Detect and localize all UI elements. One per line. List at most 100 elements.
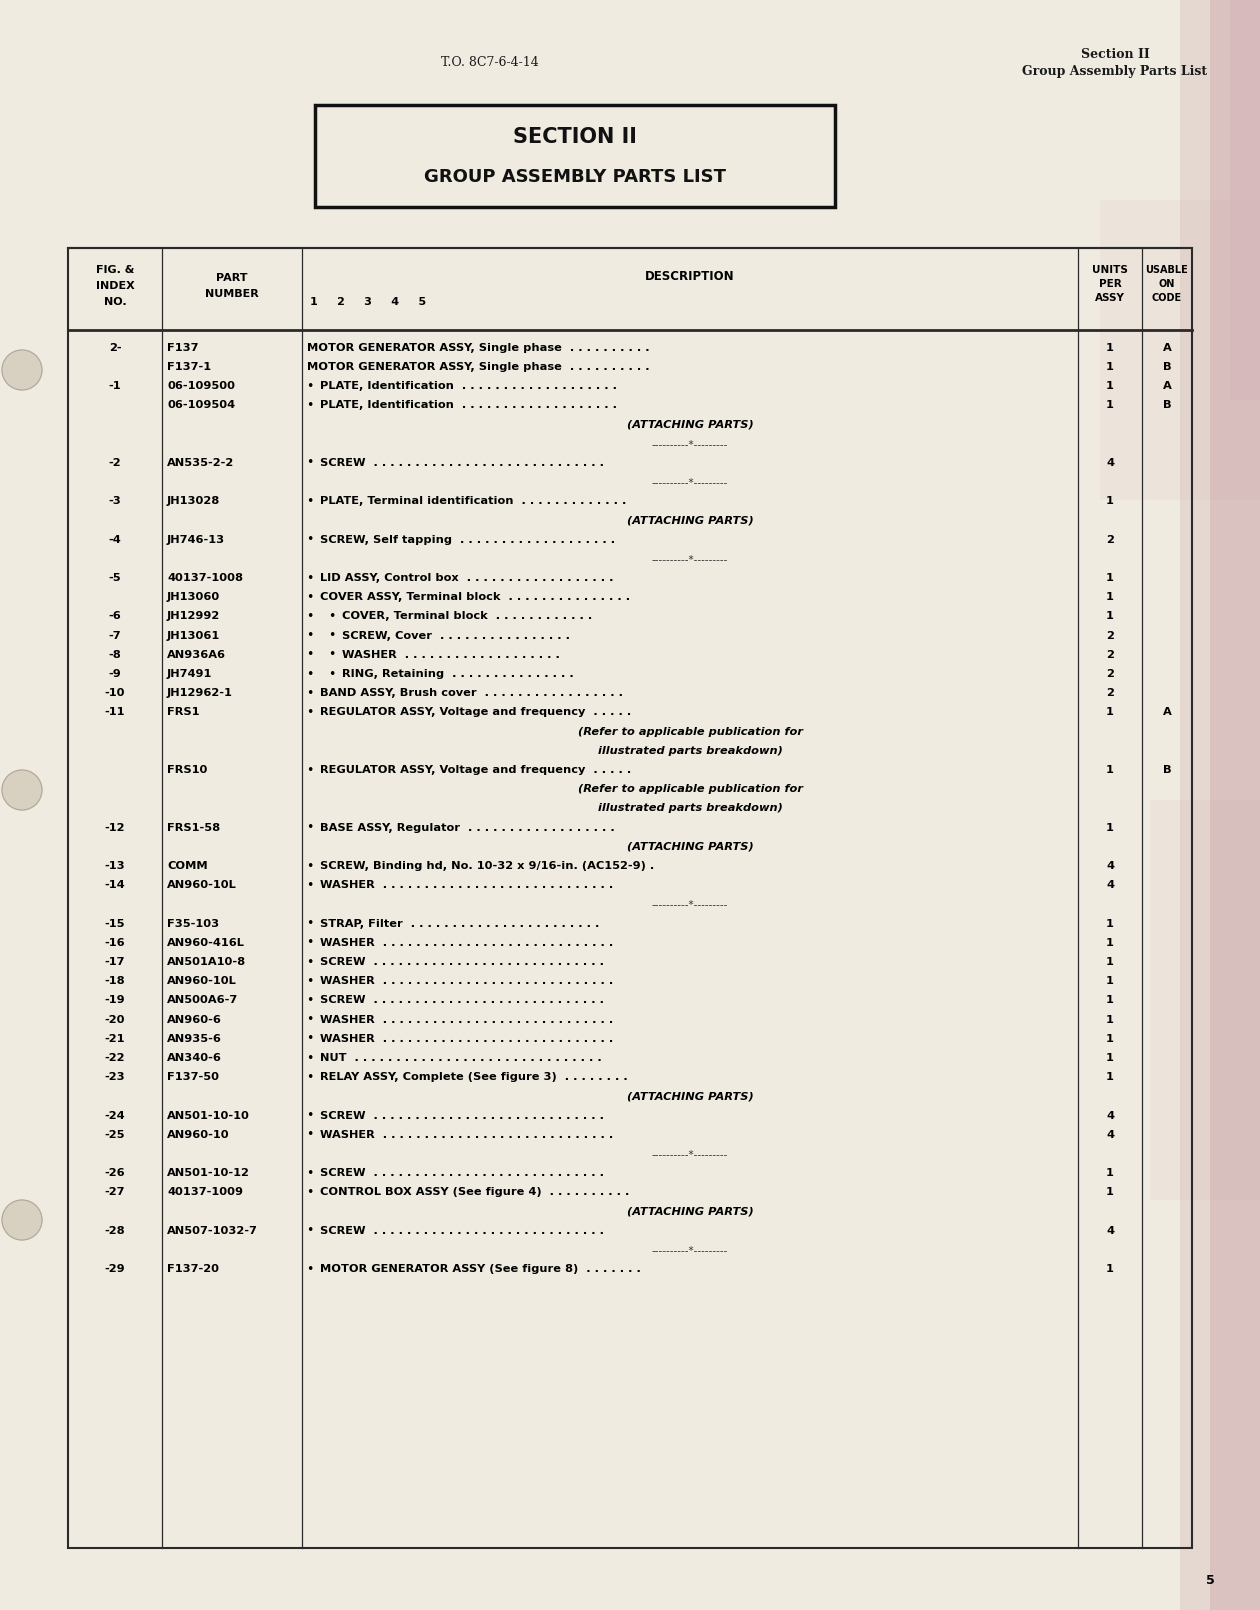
FancyBboxPatch shape xyxy=(315,105,835,208)
Text: FRS10: FRS10 xyxy=(168,765,208,774)
Bar xyxy=(1100,200,1260,501)
Text: PLATE, Identification  . . . . . . . . . . . . . . . . . . .: PLATE, Identification . . . . . . . . . … xyxy=(320,401,617,411)
Text: F137: F137 xyxy=(168,343,199,353)
Text: •: • xyxy=(306,705,314,720)
Text: illustrated parts breakdown): illustrated parts breakdown) xyxy=(597,803,782,813)
Text: CONTROL BOX ASSY (See figure 4)  . . . . . . . . . .: CONTROL BOX ASSY (See figure 4) . . . . … xyxy=(320,1188,630,1198)
Text: •: • xyxy=(306,821,314,834)
Text: -8: -8 xyxy=(108,650,121,660)
Text: PLATE, Terminal identification  . . . . . . . . . . . . .: PLATE, Terminal identification . . . . .… xyxy=(320,496,626,506)
Text: •: • xyxy=(306,494,314,507)
Text: •: • xyxy=(306,1262,314,1275)
Text: STRAP, Filter  . . . . . . . . . . . . . . . . . . . . . . .: STRAP, Filter . . . . . . . . . . . . . … xyxy=(320,919,600,929)
Text: FIG. &: FIG. & xyxy=(96,266,134,275)
Text: B: B xyxy=(1163,401,1172,411)
Text: 2: 2 xyxy=(1106,535,1114,544)
Text: AN960-416L: AN960-416L xyxy=(168,937,244,948)
Text: AN500A6-7: AN500A6-7 xyxy=(168,995,238,1005)
Text: DESCRIPTION: DESCRIPTION xyxy=(645,269,735,282)
Text: -24: -24 xyxy=(105,1111,125,1121)
Text: 4: 4 xyxy=(1106,881,1114,890)
Text: BAND ASSY, Brush cover  . . . . . . . . . . . . . . . . .: BAND ASSY, Brush cover . . . . . . . . .… xyxy=(320,687,622,699)
Text: WASHER  . . . . . . . . . . . . . . . . . . . . . . . . . . . .: WASHER . . . . . . . . . . . . . . . . .… xyxy=(320,1034,614,1043)
Text: -9: -9 xyxy=(108,670,121,679)
Text: 1: 1 xyxy=(1106,382,1114,391)
Text: -6: -6 xyxy=(108,612,121,621)
Text: -22: -22 xyxy=(105,1053,125,1063)
Text: AN535-2-2: AN535-2-2 xyxy=(168,457,234,469)
Text: •: • xyxy=(306,763,314,776)
Text: SCREW, Cover  . . . . . . . . . . . . . . . .: SCREW, Cover . . . . . . . . . . . . . .… xyxy=(341,631,570,641)
Text: SCREW  . . . . . . . . . . . . . . . . . . . . . . . . . . . .: SCREW . . . . . . . . . . . . . . . . . … xyxy=(320,1111,604,1121)
Text: •: • xyxy=(329,630,335,642)
Text: 1: 1 xyxy=(1106,995,1114,1005)
Text: COVER, Terminal block  . . . . . . . . . . . .: COVER, Terminal block . . . . . . . . . … xyxy=(341,612,592,621)
Text: 1: 1 xyxy=(1106,1188,1114,1198)
Text: 40137-1009: 40137-1009 xyxy=(168,1188,243,1198)
Text: •: • xyxy=(306,1109,314,1122)
Text: •: • xyxy=(329,649,335,662)
Text: •: • xyxy=(306,993,314,1006)
Text: •: • xyxy=(306,399,314,412)
Text: SCREW  . . . . . . . . . . . . . . . . . . . . . . . . . . . .: SCREW . . . . . . . . . . . . . . . . . … xyxy=(320,1169,604,1179)
Text: •: • xyxy=(329,610,335,623)
Text: WASHER  . . . . . . . . . . . . . . . . . . . . . . . . . . . .: WASHER . . . . . . . . . . . . . . . . .… xyxy=(320,1130,614,1140)
Text: •: • xyxy=(306,380,314,393)
Text: FRS1: FRS1 xyxy=(168,707,199,718)
Text: JH13061: JH13061 xyxy=(168,631,220,641)
Text: MOTOR GENERATOR ASSY, Single phase  . . . . . . . . . .: MOTOR GENERATOR ASSY, Single phase . . .… xyxy=(307,343,650,353)
Text: WASHER  . . . . . . . . . . . . . . . . . . . . . . . . . . . .: WASHER . . . . . . . . . . . . . . . . .… xyxy=(320,937,614,948)
Text: MOTOR GENERATOR ASSY, Single phase  . . . . . . . . . .: MOTOR GENERATOR ASSY, Single phase . . .… xyxy=(307,362,650,372)
Text: LID ASSY, Control box  . . . . . . . . . . . . . . . . . .: LID ASSY, Control box . . . . . . . . . … xyxy=(320,573,614,583)
Text: 1: 1 xyxy=(1106,937,1114,948)
Text: •: • xyxy=(306,610,314,623)
Text: USABLE: USABLE xyxy=(1145,266,1188,275)
Text: AN507-1032-7: AN507-1032-7 xyxy=(168,1225,258,1236)
Text: 2: 2 xyxy=(1106,687,1114,699)
Text: •: • xyxy=(306,879,314,892)
Text: WASHER  . . . . . . . . . . . . . . . . . . .: WASHER . . . . . . . . . . . . . . . . .… xyxy=(341,650,559,660)
Text: FRS1-58: FRS1-58 xyxy=(168,823,220,832)
Text: B: B xyxy=(1163,362,1172,372)
Text: B: B xyxy=(1163,765,1172,774)
Text: WASHER  . . . . . . . . . . . . . . . . . . . . . . . . . . . .: WASHER . . . . . . . . . . . . . . . . .… xyxy=(320,881,614,890)
Text: •: • xyxy=(306,1032,314,1045)
Text: -2: -2 xyxy=(108,457,121,469)
Text: •: • xyxy=(306,572,314,584)
Text: 2: 2 xyxy=(1106,650,1114,660)
Text: 4: 4 xyxy=(1106,861,1114,871)
Text: -4: -4 xyxy=(108,535,121,544)
Text: RING, Retaining  . . . . . . . . . . . . . . .: RING, Retaining . . . . . . . . . . . . … xyxy=(341,670,573,679)
Text: -3: -3 xyxy=(108,496,121,506)
Text: -1: -1 xyxy=(108,382,121,391)
Text: -20: -20 xyxy=(105,1014,125,1024)
Text: NUMBER: NUMBER xyxy=(205,290,258,299)
Text: AN340-6: AN340-6 xyxy=(168,1053,222,1063)
Text: 1: 1 xyxy=(1106,1169,1114,1179)
Text: AN935-6: AN935-6 xyxy=(168,1034,222,1043)
Text: SCREW  . . . . . . . . . . . . . . . . . . . . . . . . . . . .: SCREW . . . . . . . . . . . . . . . . . … xyxy=(320,1225,604,1236)
Text: JH13028: JH13028 xyxy=(168,496,220,506)
Text: •: • xyxy=(306,1051,314,1064)
Text: INDEX: INDEX xyxy=(96,282,135,291)
Text: -14: -14 xyxy=(105,881,125,890)
Text: (ATTACHING PARTS): (ATTACHING PARTS) xyxy=(626,515,753,525)
Text: •: • xyxy=(306,687,314,700)
Text: -19: -19 xyxy=(105,995,125,1005)
Text: 1     2     3     4     5: 1 2 3 4 5 xyxy=(310,296,426,308)
Text: 40137-1008: 40137-1008 xyxy=(168,573,243,583)
Text: 06-109500: 06-109500 xyxy=(168,382,236,391)
Text: 5: 5 xyxy=(1206,1573,1215,1586)
Text: WASHER  . . . . . . . . . . . . . . . . . . . . . . . . . . . .: WASHER . . . . . . . . . . . . . . . . .… xyxy=(320,976,614,987)
Text: -28: -28 xyxy=(105,1225,125,1236)
Text: •: • xyxy=(306,456,314,469)
Text: JH7491: JH7491 xyxy=(168,670,213,679)
Text: •: • xyxy=(306,533,314,546)
Text: •: • xyxy=(306,1129,314,1141)
Text: 2-: 2- xyxy=(108,343,121,353)
Text: •: • xyxy=(306,860,314,873)
Text: WASHER  . . . . . . . . . . . . . . . . . . . . . . . . . . . .: WASHER . . . . . . . . . . . . . . . . .… xyxy=(320,1014,614,1024)
Text: •: • xyxy=(306,668,314,681)
Text: •: • xyxy=(306,1167,314,1180)
Text: F137-20: F137-20 xyxy=(168,1264,219,1274)
